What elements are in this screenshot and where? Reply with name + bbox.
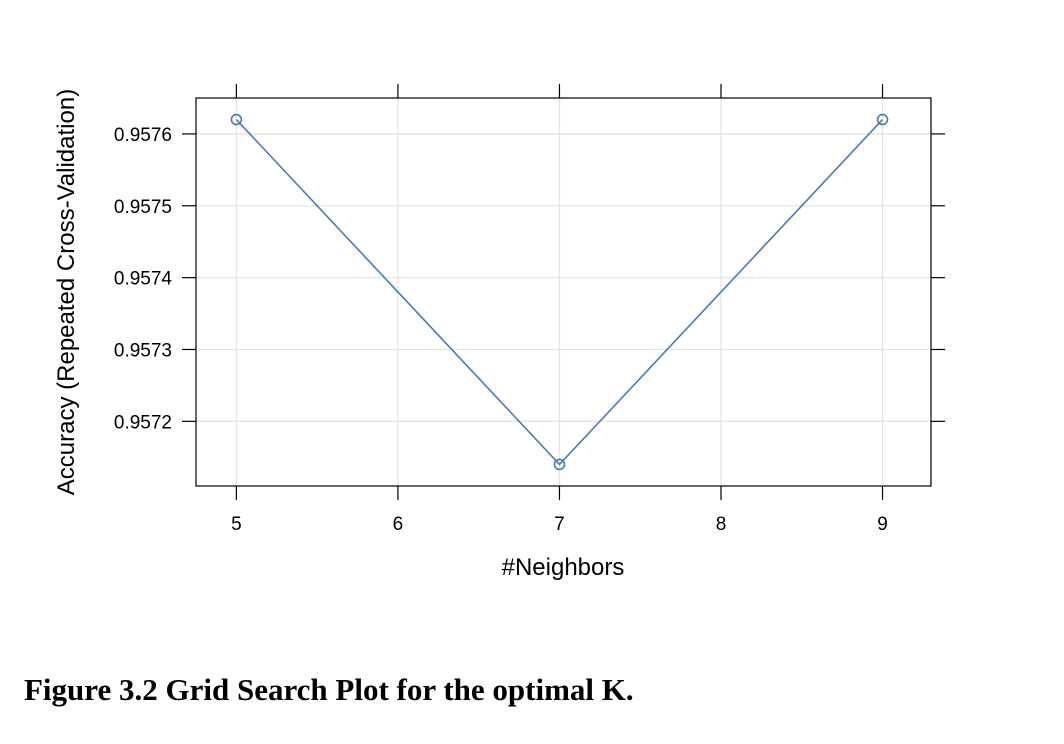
data-point xyxy=(876,113,889,126)
x-tick-label: 6 xyxy=(393,514,404,535)
y-tick-label: 0.9574 xyxy=(114,269,173,290)
y-tick-label: 0.9573 xyxy=(114,340,172,361)
plot-background xyxy=(196,98,931,486)
axis-ticks xyxy=(182,84,945,500)
x-axis-label: #Neighbors xyxy=(502,554,625,581)
series-line xyxy=(235,119,884,466)
y-tick-label: 0.9572 xyxy=(114,412,172,433)
accuracy-series xyxy=(230,113,889,471)
data-point xyxy=(553,458,566,471)
y-tick-label: 0.9576 xyxy=(114,125,172,146)
x-tick-label: 9 xyxy=(877,514,888,535)
data-point xyxy=(230,113,243,126)
x-tick-label: 8 xyxy=(716,514,727,535)
x-tick-label: 5 xyxy=(231,514,242,535)
grid-search-chart: 5 6 7 8 9 0.9572 0.9573 0.9574 0.9575 0.9576 #Ne… xyxy=(53,84,945,581)
plot-frame xyxy=(195,97,932,487)
grid-lines xyxy=(196,98,931,486)
figure-caption: Figure 3.2 Grid Search Plot for the opti… xyxy=(24,672,634,707)
x-tick-labels: 5 6 7 8 9 xyxy=(231,514,888,535)
x-tick-label: 7 xyxy=(554,514,565,535)
y-axis-label: Accuracy (Repeated Cross-Validation) xyxy=(53,89,80,495)
y-tick-labels: 0.9572 0.9573 0.9574 0.9575 0.9576 xyxy=(114,125,173,433)
y-tick-label: 0.9575 xyxy=(114,197,172,218)
